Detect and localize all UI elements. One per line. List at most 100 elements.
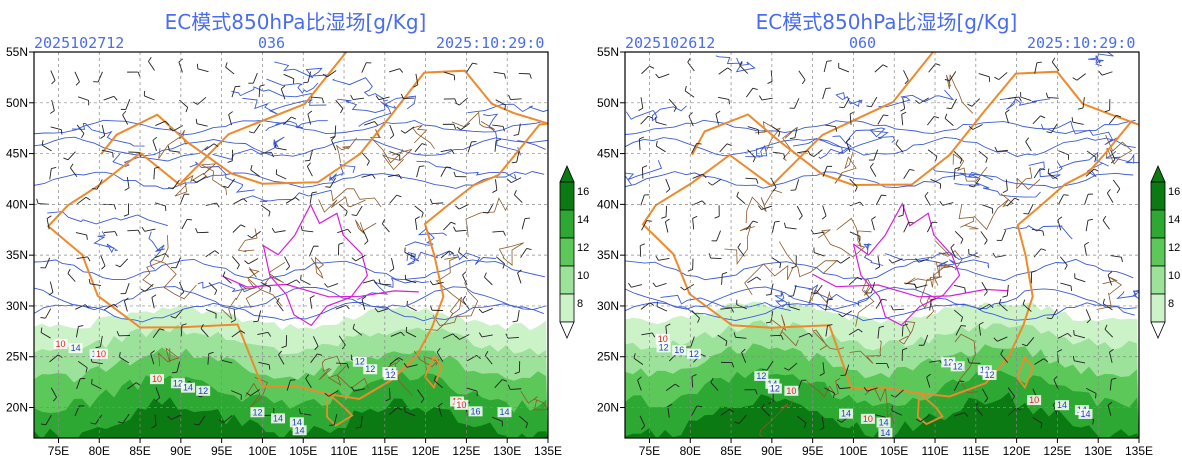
wind-barb [466, 387, 478, 397]
province-border [946, 74, 974, 114]
lon-label: 75E [639, 444, 660, 458]
wind-barb [1032, 417, 1043, 429]
wind-barb [141, 226, 156, 232]
colorbar-label: 12 [1168, 242, 1180, 254]
lon-label: 100E [839, 444, 867, 458]
wind-barb [375, 95, 390, 101]
wind-barb [944, 113, 954, 126]
wind-barb [258, 361, 271, 370]
wind-barb [810, 229, 825, 235]
wind-barb [200, 323, 209, 338]
wind-barb [309, 245, 319, 257]
wind-barb [845, 138, 851, 153]
wind-barb [336, 362, 350, 369]
wind-barb [406, 300, 417, 312]
humidity-contour [47, 211, 168, 227]
wind-barb [76, 256, 91, 262]
wind-barb [462, 271, 468, 286]
wind-barb [771, 256, 782, 269]
humidity-contour [1105, 150, 1139, 164]
province-border [782, 127, 797, 162]
wind-barb [1060, 282, 1072, 291]
province-border [237, 228, 258, 253]
province-border [465, 197, 509, 238]
wind-barb [492, 124, 505, 132]
contour-label: 10 [658, 334, 668, 344]
wind-barb [350, 94, 364, 101]
wind-barb [665, 383, 680, 391]
wind-barb [50, 70, 56, 85]
wind-barb [1074, 273, 1086, 283]
contour-label: 10 [152, 374, 162, 384]
wind-barb [438, 402, 443, 417]
contour-label-bg [860, 413, 875, 424]
wind-barb [351, 254, 366, 262]
wind-barb [153, 166, 160, 180]
wind-barb [440, 250, 454, 259]
wind-barb [248, 123, 261, 134]
wind-barb [1057, 332, 1072, 339]
wind-barb [50, 387, 57, 402]
wind-barb [637, 376, 642, 391]
wind-barb [745, 87, 758, 98]
wind-barb [1110, 149, 1116, 164]
wind-barb [927, 149, 938, 162]
contour-label: 14 [880, 428, 890, 438]
wind-barb [715, 110, 721, 125]
wind-barb [915, 258, 930, 263]
wind-barb [150, 350, 155, 365]
wind-barb [456, 122, 470, 131]
wind-barb [88, 278, 102, 287]
humidity-contour [404, 228, 448, 247]
lon-label: 105E [289, 444, 317, 458]
wind-barb [278, 350, 285, 365]
lat-label: 55N [597, 45, 619, 59]
humidity-contour [792, 135, 852, 155]
humidity-contour [1087, 52, 1114, 67]
wind-barb [978, 321, 984, 336]
wind-barb [403, 362, 418, 368]
wind-barb [507, 384, 522, 390]
contour-label-bg [672, 345, 687, 356]
wind-barb [687, 57, 695, 72]
wind-barb [710, 377, 719, 391]
wind-barb [494, 138, 501, 152]
province-border [369, 129, 403, 164]
wind-barb [453, 226, 467, 232]
forecast-hour: 060 [849, 34, 877, 52]
province-border [806, 377, 841, 398]
wind-barb [275, 169, 287, 180]
wind-barb [924, 191, 931, 206]
wind-barb [286, 379, 296, 391]
province-border [1096, 276, 1122, 310]
humidity-contour [863, 242, 884, 266]
wind-barb [50, 126, 63, 135]
wind-barb [665, 178, 671, 193]
panel-title: EC模式850hPa比湿场[g/Kg] [164, 10, 427, 34]
wind-barb [849, 178, 858, 192]
province-border [759, 398, 793, 438]
lon-label: 110E [330, 444, 357, 458]
colorbar-label: 10 [1168, 270, 1180, 282]
lon-label: 75E [48, 444, 69, 458]
wind-barb [508, 94, 522, 100]
wind-barb [179, 281, 185, 296]
contour-label-bg [352, 356, 367, 367]
wind-barb [361, 152, 370, 166]
wind-barb [655, 117, 667, 126]
wind-barb [181, 218, 193, 230]
wind-barb [1006, 197, 1020, 207]
wind-barb [1033, 168, 1046, 179]
lat-label: 45N [597, 147, 619, 161]
wind-barb [736, 299, 748, 310]
wind-barb [789, 98, 800, 109]
humidity-contour [197, 281, 268, 293]
wind-barb [478, 308, 493, 314]
wind-barb [222, 271, 232, 284]
wind-barb [231, 256, 240, 270]
lon-label: 80E [680, 444, 701, 458]
wind-barb [155, 387, 161, 402]
wind-barb [258, 84, 265, 98]
wind-barb [91, 378, 102, 390]
province-border [327, 365, 370, 389]
